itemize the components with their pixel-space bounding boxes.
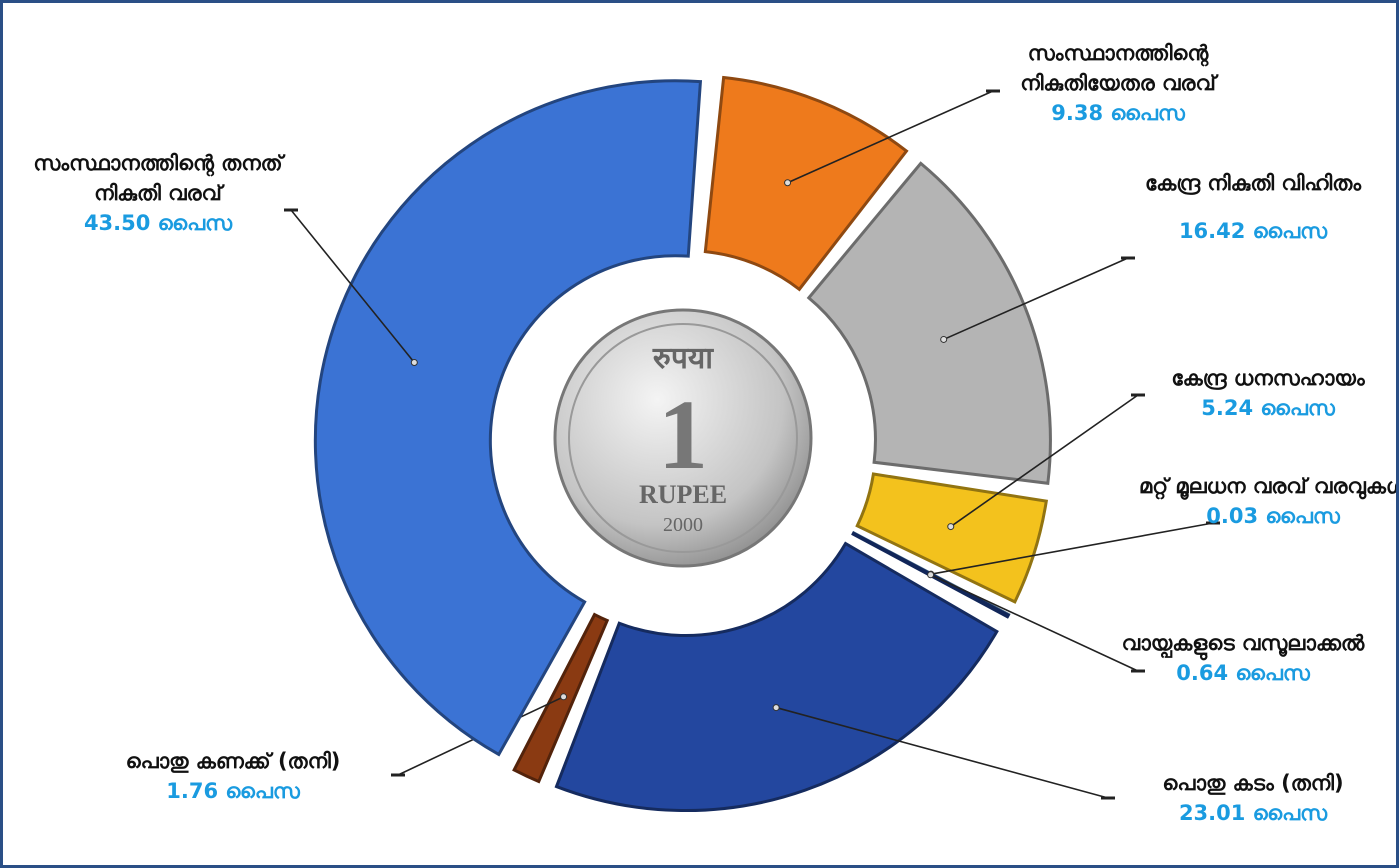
coin-year: 2000	[663, 514, 703, 536]
leader-dot	[772, 704, 780, 712]
category-label: പൊതു കടം (തനി)	[1162, 771, 1344, 795]
leader-line	[930, 522, 1214, 575]
value-label: 0.64 പൈസ	[1176, 661, 1310, 685]
value-label: 9.38 പൈസ	[1051, 101, 1185, 125]
coin	[553, 308, 813, 568]
leader-line	[290, 209, 415, 363]
category-label: മറ്റ് മൂലധന വരവ് വരവുകൾ	[1139, 474, 1399, 498]
slice-label: പൊതു കടം (തനി) 23.01 പൈസ	[1103, 768, 1396, 828]
leader-dot	[784, 179, 792, 187]
leader-dot	[927, 571, 935, 579]
slice	[703, 75, 909, 292]
category-label: സംസ്ഥാനത്തിന്റെ നികുതിയേതര വരവ്	[1020, 41, 1216, 95]
coin-script: रुपया	[652, 341, 714, 376]
coin-rim	[568, 323, 798, 553]
value-label: 0.03 പൈസ	[1206, 504, 1340, 528]
slice-label: കേന്ദ്ര നികുതി വിഹിതം 16.42 പൈസ	[1103, 168, 1396, 246]
category-label: സംസ്ഥാനത്തിന്റെ തനത് നികുതി വരവ്	[33, 151, 283, 205]
slice	[806, 161, 1052, 485]
leader-dot	[947, 523, 955, 531]
value-label: 23.01 പൈസ	[1178, 801, 1328, 825]
leader-line	[950, 394, 1139, 528]
value-label: 1.76 പൈസ	[166, 779, 300, 803]
slice	[313, 79, 703, 757]
slice-label: പൊതു കണക്ക് (തനി) 1.76 പൈസ	[83, 746, 383, 806]
leader-dot	[940, 335, 948, 343]
category-label: പൊതു കണക്ക് (തനി)	[125, 749, 341, 773]
slice	[554, 541, 999, 812]
leader-line	[943, 257, 1129, 341]
leader-line	[775, 706, 1109, 799]
leader-line	[787, 90, 994, 184]
coin-numeral: 1	[658, 379, 708, 490]
category-label: കേന്ദ്ര നികുതി വിഹിതം	[1144, 171, 1362, 195]
leader-line	[930, 574, 1139, 672]
slice-label: വായ്പകളുടെ വസൂലാക്കൽ 0.64 പൈസ	[1093, 628, 1393, 688]
value-label: 16.42 പൈസ	[1178, 219, 1328, 243]
value-label: 43.50 പൈസ	[83, 211, 233, 235]
leader-dot	[410, 358, 418, 366]
coin-word: RUPEE	[639, 480, 727, 509]
category-label: വായ്പകളുടെ വസൂലാക്കൽ	[1121, 631, 1365, 655]
value-label: 5.24 പൈസ	[1201, 396, 1335, 420]
slice-label: സംസ്ഥാനത്തിന്റെ തനത് നികുതി വരവ് 43.50 പൈ…	[8, 148, 308, 238]
slice	[855, 472, 1049, 604]
slice-label: സംസ്ഥാനത്തിന്റെ നികുതിയേതര വരവ് 9.38 പൈസ	[968, 38, 1268, 128]
leader-dot	[560, 693, 568, 701]
category-label: കേന്ദ്ര ധനസഹായം	[1171, 366, 1365, 390]
slice-label: കേന്ദ്ര ധനസഹായം 5.24 പൈസ	[1133, 363, 1396, 423]
slice-label: മറ്റ് മൂലധന വരവ് വരവുകൾ 0.03 പൈസ	[1138, 471, 1399, 531]
